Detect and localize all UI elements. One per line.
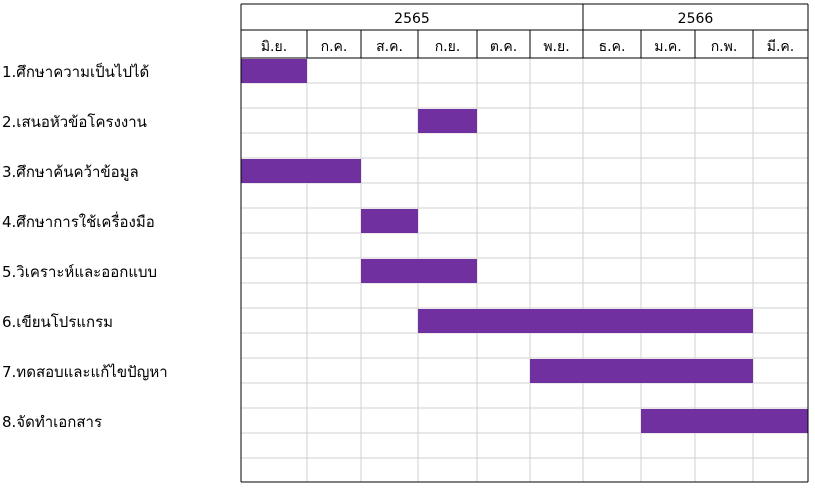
month-label: ต.ค. <box>490 39 517 55</box>
task-label: 3.ศึกษาค้นคว้าข้อมูล <box>2 163 139 181</box>
timeline-header: 2565 2566 มิ.ย. ก.ค. ส.ค. ก.ย. ต.ค. พ.ย. ธ.ค. ม.ค… <box>261 11 794 55</box>
month-label: มี.ค. <box>767 39 795 55</box>
month-label: ธ.ค. <box>599 39 626 55</box>
task-label: 4.ศึกษาการใช้เครื่องมือ <box>2 211 155 231</box>
task-bars <box>241 59 808 433</box>
task-bar <box>241 59 307 83</box>
month-label: ก.พ. <box>711 39 738 55</box>
month-label: ม.ค. <box>654 39 682 55</box>
task-label: 2.เสนอหัวข้อโครงงาน <box>2 113 147 131</box>
task-bar <box>530 359 753 383</box>
month-label: พ.ย. <box>543 39 569 55</box>
task-bar <box>241 159 361 183</box>
task-bar <box>418 309 753 333</box>
month-label: มิ.ย. <box>261 39 287 55</box>
month-label: ก.ค. <box>321 39 348 55</box>
year-label: 2566 <box>678 11 714 27</box>
chart-frame <box>240 3 809 483</box>
task-label: 5.วิเคราะห์และออกแบบ <box>2 263 157 281</box>
task-bar <box>361 209 418 233</box>
month-label: ก.ย. <box>435 39 461 55</box>
task-label: 6.เขียนโปรแกรม <box>2 313 113 331</box>
task-labels: 1.ศึกษาความเป็นไปได้ 2.เสนอหัวข้อโครงงาน 3… <box>2 62 168 431</box>
task-label: 8.จัดทำเอกสาร <box>2 413 102 431</box>
task-label: 7.ทดสอบและแก้ไขปัญหา <box>2 363 168 381</box>
month-label: ส.ค. <box>376 39 403 55</box>
year-label: 2565 <box>394 11 430 27</box>
task-bar <box>418 109 477 133</box>
task-bar <box>641 409 808 433</box>
task-bar <box>361 259 477 283</box>
task-label: 1.ศึกษาความเป็นไปได้ <box>2 62 149 81</box>
